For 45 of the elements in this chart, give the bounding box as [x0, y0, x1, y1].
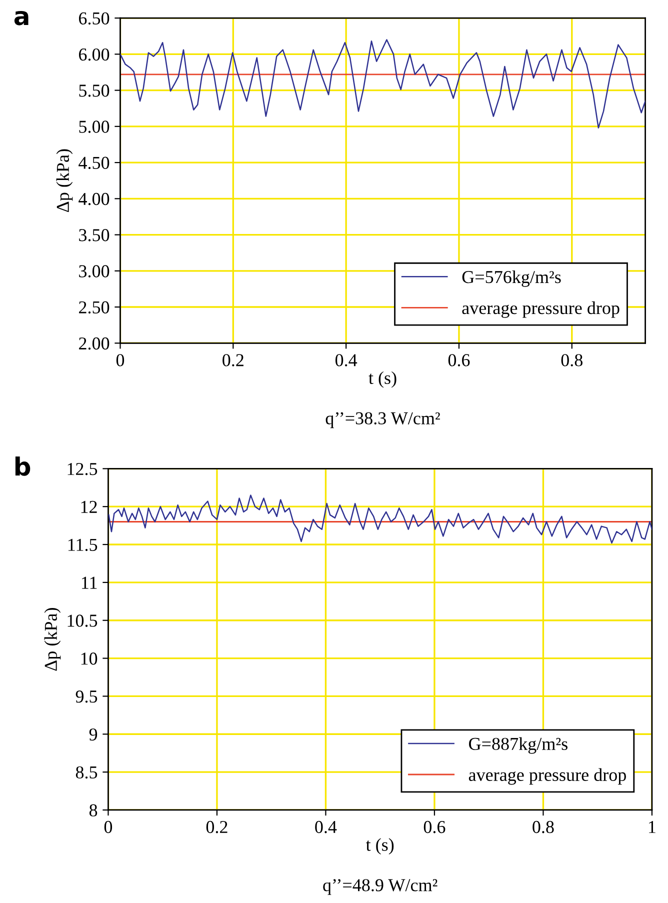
line-series — [120, 39, 646, 128]
x-tick-label: 0.4 — [315, 820, 337, 834]
y-tick-label: 2.00 — [79, 337, 110, 350]
x-tick-label: 0.2 — [206, 820, 228, 834]
chart-title: b — [15, 456, 30, 476]
y-axis-title: Δp (kPa) — [56, 149, 73, 212]
x-tick-label: 0 — [104, 820, 112, 834]
y-tick-label: 8.5 — [76, 766, 98, 779]
y-tick-label: 6.50 — [79, 12, 110, 25]
x-tick-label: 0.8 — [561, 354, 582, 366]
x-tick-label: 0.6 — [424, 820, 446, 834]
y-axis-title: Δp (kPa) — [44, 608, 61, 671]
y-tick-label: 3.50 — [79, 229, 110, 242]
legend-label: average pressure drop — [462, 301, 620, 318]
y-tick-label: 10 — [81, 652, 98, 665]
y-tick-label: 5.50 — [79, 84, 110, 97]
y-tick-label: 9 — [89, 728, 98, 741]
x-tick-label: 1 — [649, 821, 656, 833]
legend-label: G=887kg/m²s — [469, 737, 568, 754]
y-tick-label: 3.00 — [79, 265, 110, 278]
y-tick-label: 10.5 — [68, 614, 98, 627]
x-tick-label: 0.6 — [448, 354, 470, 366]
legend-label: G=576kg/m²s — [462, 270, 561, 287]
text: q’’=48.9 W/cm² — [323, 879, 438, 895]
x-tick-label: 0.4 — [335, 354, 358, 366]
y-tick-label: 2.50 — [79, 301, 110, 314]
text: q’’=38.3 W/cm² — [326, 412, 440, 428]
x-tick-label: 0.8 — [532, 820, 554, 834]
y-tick-label: 5.00 — [79, 120, 110, 133]
x-axis-title: t (s) — [368, 371, 396, 388]
y-tick-label: 12.5 — [68, 462, 98, 476]
y-tick-label: 6.00 — [79, 48, 110, 61]
chart-title: a — [14, 10, 28, 26]
y-tick-label: 11 — [82, 576, 97, 589]
y-tick-label: 8 — [89, 804, 98, 816]
y-tick-label: 4.50 — [78, 156, 110, 170]
y-tick-label: 9.5 — [76, 690, 98, 703]
x-axis-title: t (s) — [366, 838, 394, 855]
y-tick-label: 11.5 — [68, 538, 98, 552]
y-tick-label: 4.00 — [78, 192, 110, 206]
y-tick-label: 12 — [81, 500, 97, 513]
line-series — [108, 494, 652, 544]
legend-label: average pressure drop — [468, 768, 626, 785]
x-tick-label: 0 — [116, 354, 124, 366]
x-tick-label: 0.2 — [222, 354, 244, 366]
